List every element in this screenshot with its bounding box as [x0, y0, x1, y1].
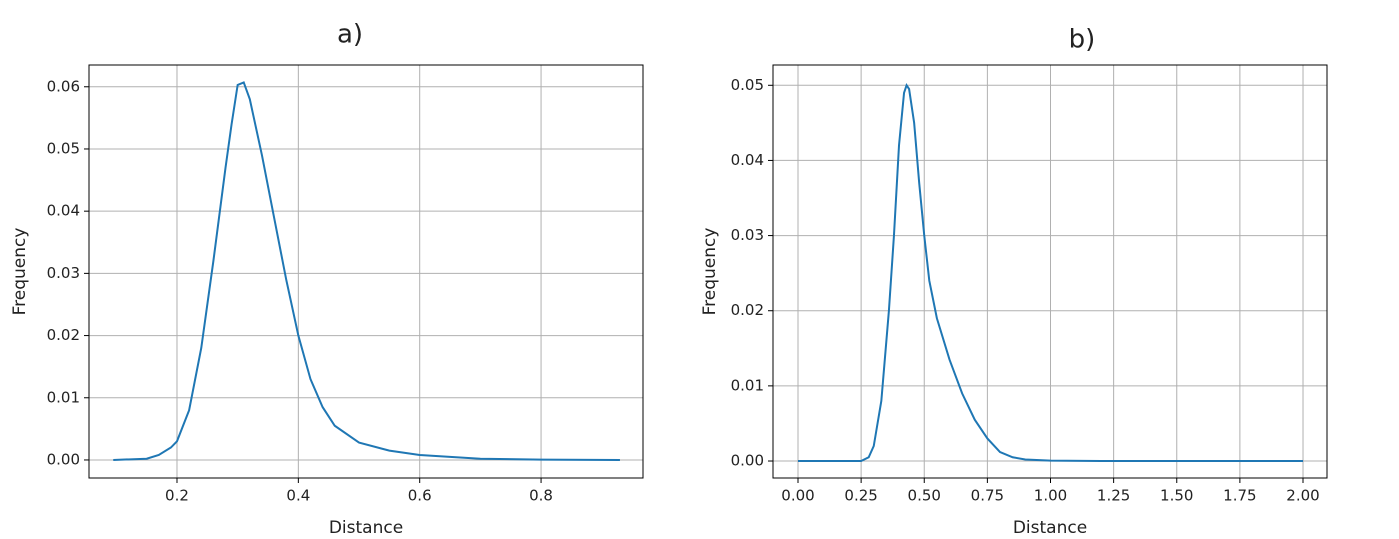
x-tick-label: 0.50	[908, 487, 941, 505]
y-tick-label: 0.03	[731, 226, 764, 244]
x-tick-label: 1.75	[1223, 487, 1256, 505]
y-tick-label: 0.00	[47, 450, 80, 468]
y-tick-label: 0.06	[47, 77, 80, 95]
data-line	[113, 81, 620, 461]
x-tick-label: 1.25	[1097, 487, 1130, 505]
x-tick-label: 0.75	[971, 487, 1004, 505]
chart-title: a)	[337, 20, 363, 50]
x-tick-label: 0.2	[165, 487, 189, 505]
x-tick-label: 0.00	[781, 487, 814, 505]
y-tick-label: 0.05	[47, 139, 80, 157]
x-tick-label: 0.4	[286, 487, 310, 505]
y-tick-label: 0.01	[731, 376, 764, 394]
x-tick-label: 2.00	[1286, 487, 1319, 505]
y-tick-label: 0.04	[731, 151, 764, 169]
x-tick-label: 1.00	[1034, 487, 1067, 505]
plot-frame	[88, 64, 644, 479]
x-axis-label: Distance	[329, 518, 403, 538]
y-axis-label: Frequency	[700, 228, 720, 316]
plot-frame	[772, 64, 1328, 479]
y-tick-label: 0.01	[47, 388, 80, 406]
y-tick-label: 0.02	[47, 326, 80, 344]
x-tick-label: 0.8	[529, 487, 553, 505]
x-tick-label: 0.6	[408, 487, 432, 505]
x-tick-label: 1.50	[1160, 487, 1193, 505]
x-tick-label: 0.25	[844, 487, 877, 505]
data-line	[798, 83, 1304, 463]
x-axis-label: Distance	[1013, 518, 1087, 538]
y-tick-label: 0.04	[47, 202, 80, 220]
y-tick-label: 0.03	[47, 264, 80, 282]
chart-title: b)	[1069, 25, 1096, 55]
y-axis-label: Frequency	[10, 228, 30, 316]
y-tick-label: 0.05	[731, 76, 764, 94]
y-tick-label: 0.00	[731, 452, 764, 470]
y-tick-label: 0.02	[731, 301, 764, 319]
